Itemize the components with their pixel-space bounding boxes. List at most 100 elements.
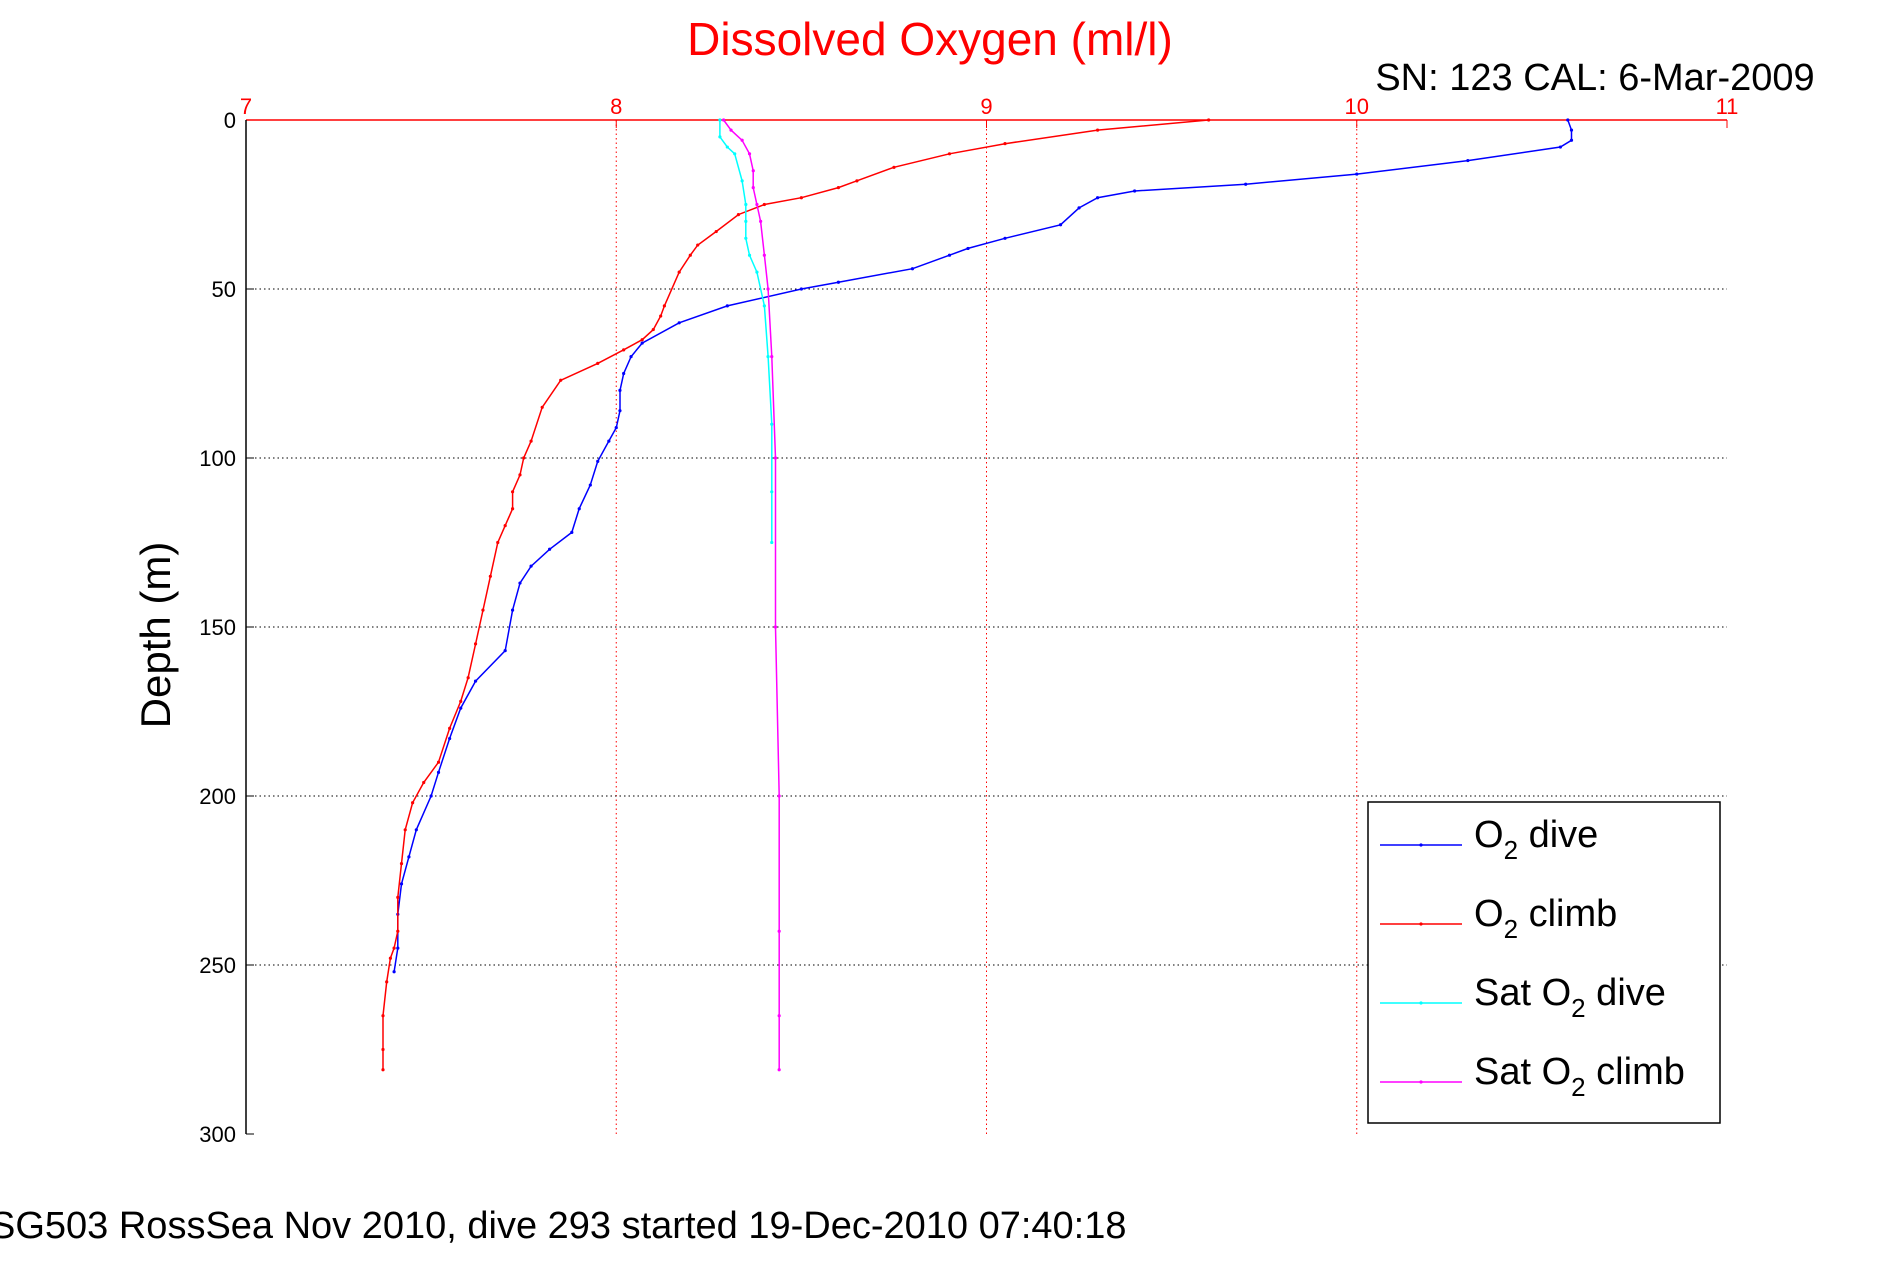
x-tick-label: 7 xyxy=(240,94,252,119)
data-point xyxy=(518,473,522,477)
data-point xyxy=(381,1068,385,1072)
data-point xyxy=(762,202,766,207)
data-point xyxy=(1569,138,1574,142)
data-point xyxy=(677,270,681,274)
data-point xyxy=(622,348,626,352)
data-point xyxy=(777,929,781,933)
data-point xyxy=(385,980,389,984)
x-tick-label: 9 xyxy=(980,94,992,119)
data-point xyxy=(399,882,404,886)
data-point xyxy=(766,287,770,291)
data-point xyxy=(855,179,859,183)
data-point xyxy=(1466,158,1470,163)
y-axis-label: Depth (m) xyxy=(132,542,179,729)
data-point xyxy=(459,706,463,710)
data-point xyxy=(747,152,752,156)
legend-marker xyxy=(1419,843,1423,847)
data-point xyxy=(770,540,774,545)
data-point xyxy=(777,1068,781,1072)
data-point xyxy=(755,270,759,274)
chart-subtitle: SN: 123 CAL: 6-Mar-2009 xyxy=(1375,57,1814,99)
data-point xyxy=(777,1014,781,1018)
data-point xyxy=(892,165,896,169)
y-tick-label: 50 xyxy=(212,277,236,302)
data-point xyxy=(722,118,726,122)
data-point xyxy=(448,736,452,741)
legend: O2 dive O2 climb Sat O2 dive Sat O2 climb xyxy=(1367,801,1721,1124)
data-point xyxy=(1095,128,1100,132)
data-point xyxy=(577,507,581,511)
data-point xyxy=(407,855,411,859)
data-point xyxy=(1244,182,1248,186)
data-point xyxy=(510,608,515,612)
data-point xyxy=(548,547,552,551)
data-point xyxy=(503,524,507,528)
data-point xyxy=(448,726,452,731)
data-point xyxy=(596,459,600,463)
data-point xyxy=(488,574,492,578)
x-tick-label: 11 xyxy=(1716,94,1739,119)
data-point xyxy=(777,794,781,798)
data-point xyxy=(740,179,744,183)
data-point xyxy=(503,649,507,653)
data-point xyxy=(607,439,611,443)
data-point xyxy=(799,287,803,291)
series-line xyxy=(382,119,1209,1070)
data-point xyxy=(396,946,400,950)
data-point xyxy=(522,456,526,460)
legend-label: Sat O2 dive xyxy=(1474,972,1666,1023)
data-point xyxy=(766,355,770,359)
data-point xyxy=(718,135,722,139)
data-point xyxy=(629,355,633,359)
legend-marker xyxy=(1419,922,1423,926)
data-point xyxy=(725,145,729,149)
data-point xyxy=(751,169,755,173)
data-point xyxy=(510,490,515,494)
data-point xyxy=(714,229,718,234)
data-point xyxy=(392,946,396,950)
data-point xyxy=(659,314,663,318)
legend-marker xyxy=(1419,1001,1423,1005)
data-point xyxy=(396,895,400,900)
legend-label: O2 dive xyxy=(1474,814,1598,865)
data-point xyxy=(744,202,748,207)
data-point xyxy=(1003,236,1007,240)
data-point xyxy=(396,929,400,933)
y-tick-label: 200 xyxy=(199,784,236,809)
data-point xyxy=(762,253,766,257)
data-point xyxy=(466,676,470,680)
data-point xyxy=(459,699,463,703)
data-point xyxy=(1207,118,1211,122)
data-point xyxy=(399,862,404,866)
data-point xyxy=(618,388,622,392)
data-point xyxy=(836,186,841,190)
data-point xyxy=(429,794,433,798)
data-point xyxy=(496,540,500,545)
y-tick-label: 150 xyxy=(199,615,236,640)
data-point xyxy=(414,828,418,832)
data-point xyxy=(770,490,774,494)
data-point xyxy=(744,236,748,240)
data-point xyxy=(770,422,774,426)
data-point xyxy=(510,507,515,511)
chart-caption: SG503 RossSea Nov 2010, dive 293 started… xyxy=(0,1205,1127,1247)
legend-label: Sat O2 climb xyxy=(1474,1051,1685,1102)
data-point xyxy=(381,1047,385,1052)
data-point xyxy=(733,152,737,156)
data-point xyxy=(473,679,478,683)
data-point xyxy=(696,243,700,247)
data-point xyxy=(1133,189,1137,193)
data-point xyxy=(755,202,759,207)
data-point xyxy=(677,321,681,325)
data-point xyxy=(662,304,666,308)
data-point xyxy=(422,780,426,785)
data-point xyxy=(836,280,841,284)
data-point xyxy=(518,581,522,585)
data-point xyxy=(381,1014,385,1018)
data-point xyxy=(947,152,952,156)
data-point xyxy=(744,219,748,223)
legend-box xyxy=(1367,801,1721,1124)
data-point xyxy=(770,355,774,359)
